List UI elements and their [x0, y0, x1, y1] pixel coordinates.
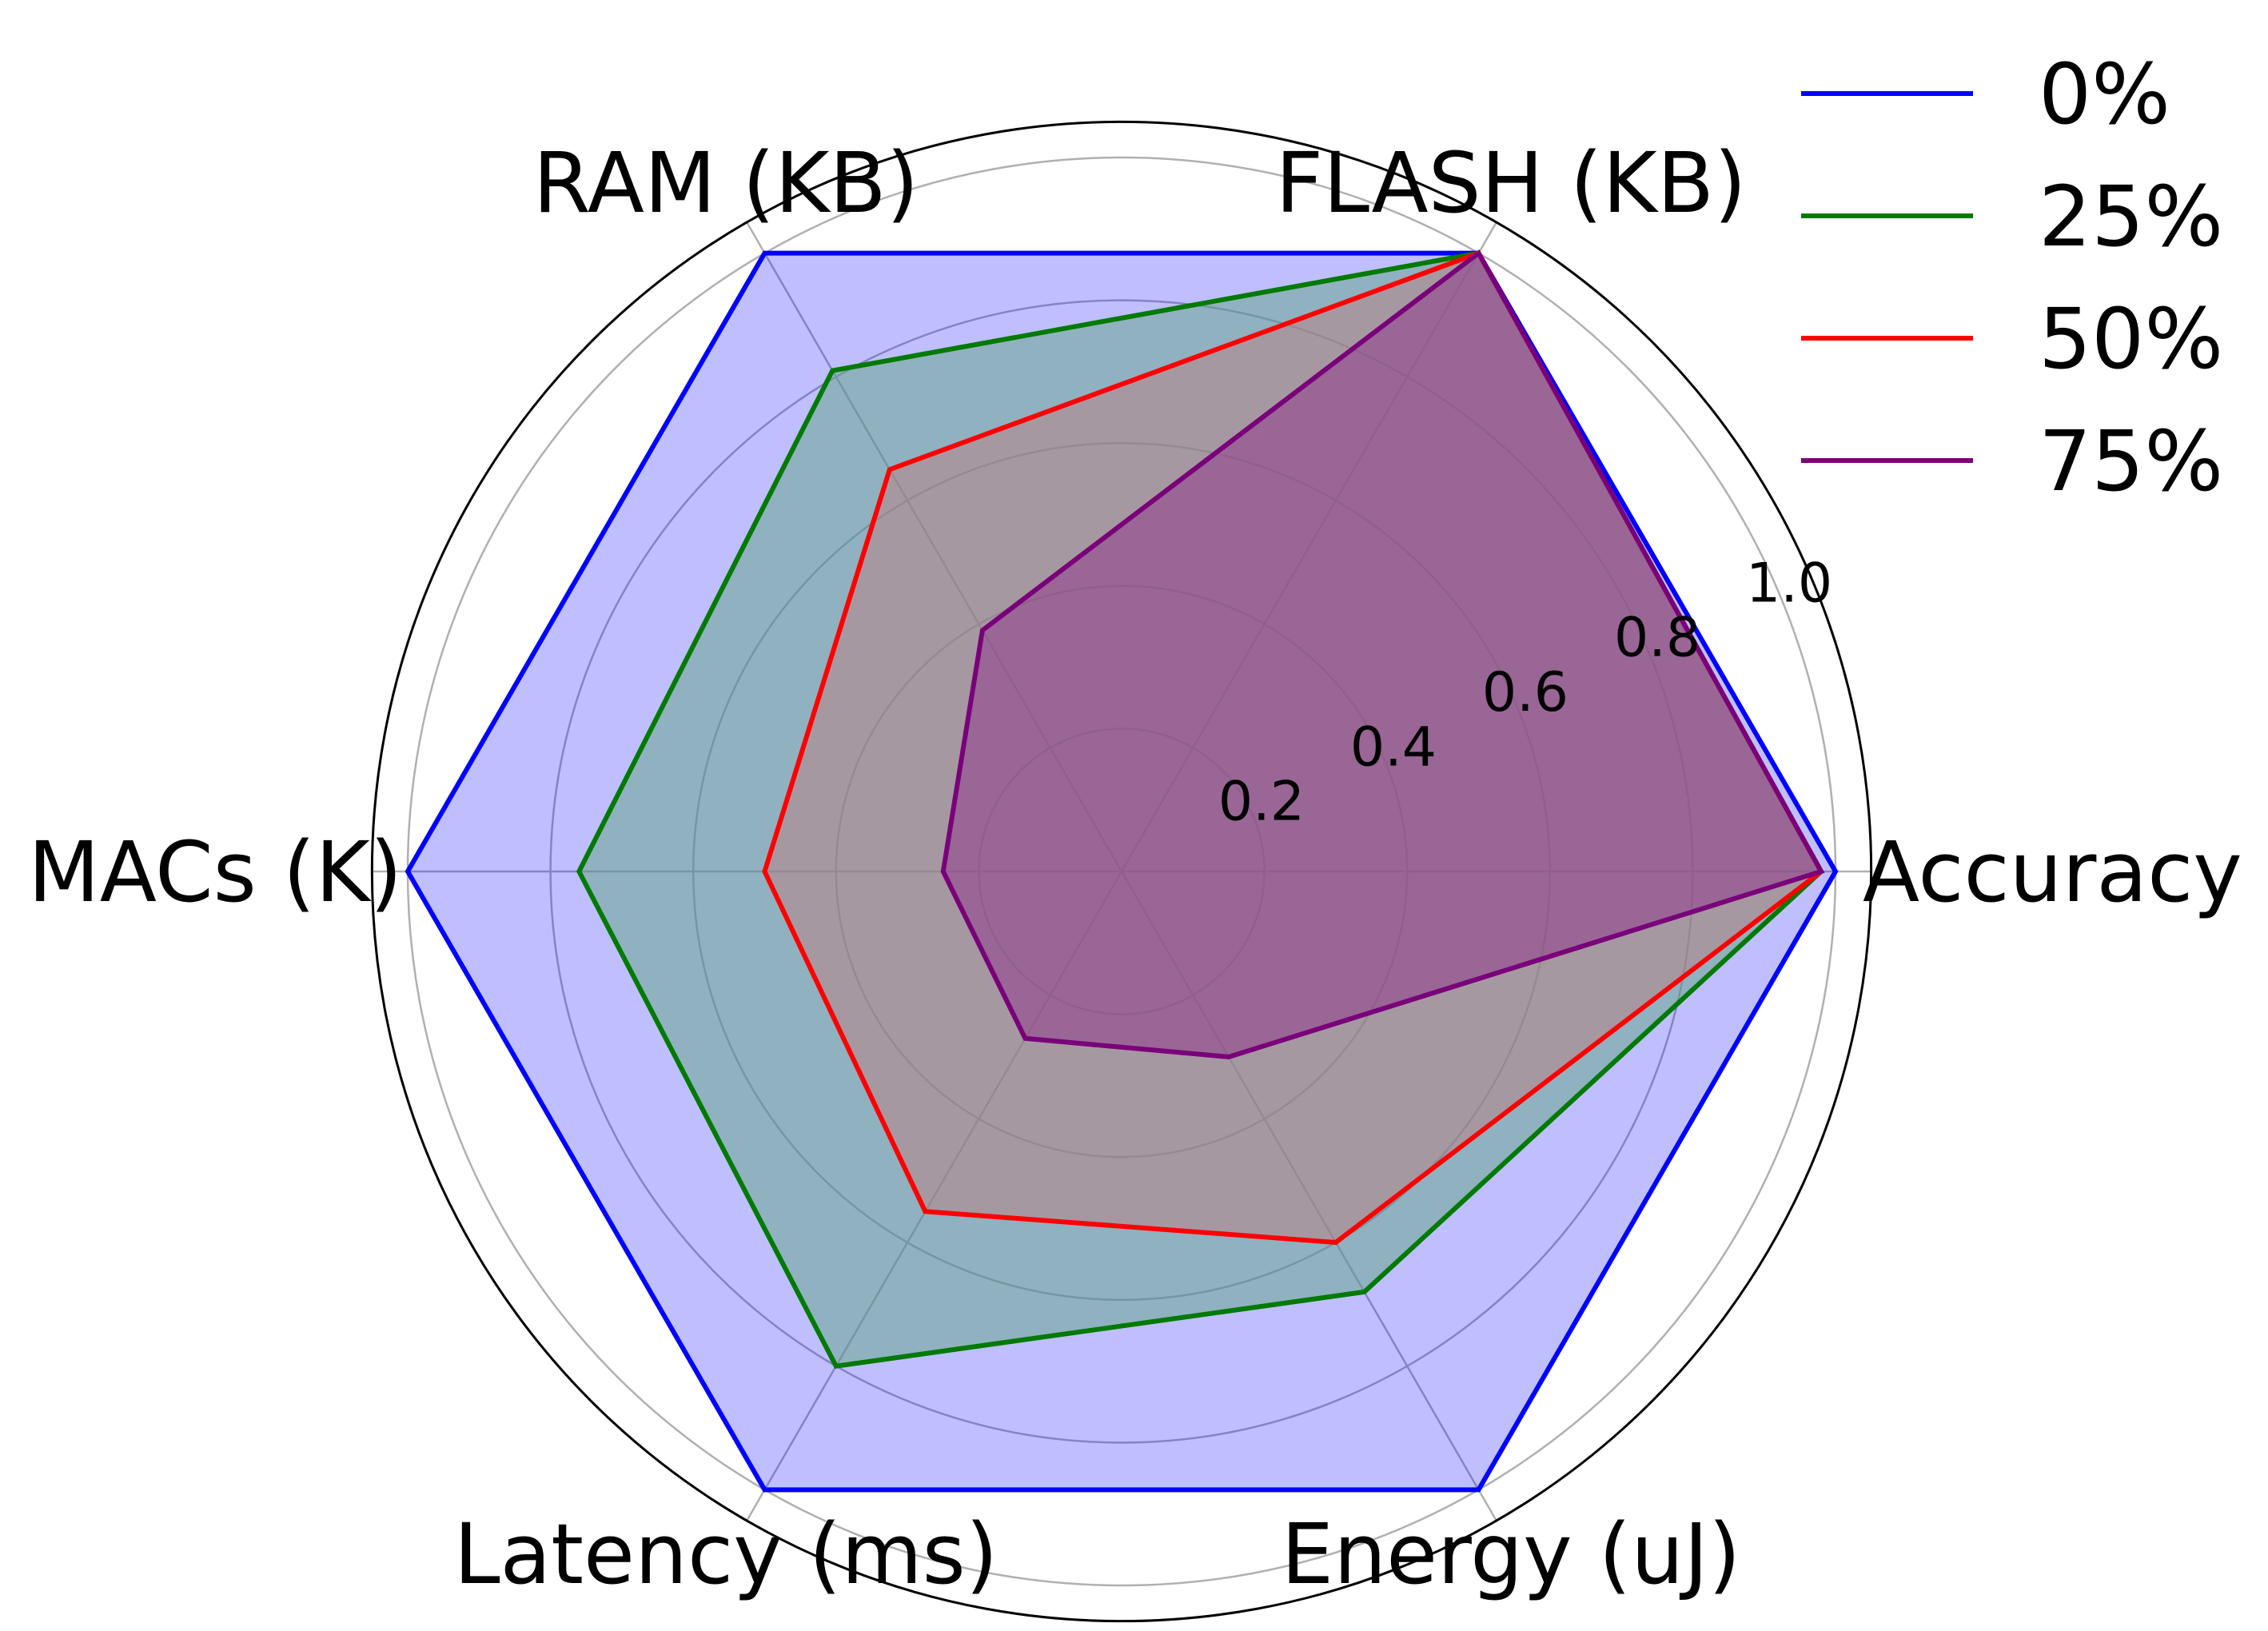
radial-tick-label: 1.0 — [1746, 552, 1832, 615]
radial-tick-label: 0.8 — [1614, 607, 1700, 670]
series-area-2 — [579, 253, 1822, 1366]
series-line-4 — [940, 249, 1825, 1060]
axis-label-4: MACs (K) — [28, 823, 402, 921]
series-area-4 — [943, 253, 1822, 1058]
legend: 0% 25% 50% 75% — [1801, 46, 2223, 510]
legend-label-3: 50% — [2039, 290, 2223, 388]
radial-tick-label: 0.6 — [1482, 661, 1568, 724]
radial-tick-labels: 0.2 0.4 0.6 0.8 1.0 — [1218, 552, 1832, 833]
axis-label-2: FLASH (KB) — [1275, 134, 1746, 232]
axis-label-1: Accuracy — [1863, 823, 2242, 921]
outer-frame-circle — [370, 120, 1873, 1623]
axis-label-5: Latency (ms) — [454, 1505, 998, 1603]
series-layer — [405, 249, 1839, 1493]
legend-label-4: 75% — [2039, 413, 2223, 510]
legend-label-1: 0% — [2039, 46, 2170, 143]
axis-label-3: RAM (KB) — [533, 134, 919, 232]
series-area-3 — [764, 253, 1822, 1243]
legend-label-2: 25% — [2039, 168, 2223, 265]
radial-tick-label: 0.4 — [1350, 716, 1437, 779]
radial-tick-label: 0.2 — [1218, 771, 1305, 834]
axis-labels: Accuracy FLASH (KB) RAM (KB) MACs (K) Latenc… — [28, 134, 2242, 1603]
axis-label-6: Energy (uJ) — [1281, 1505, 1741, 1603]
